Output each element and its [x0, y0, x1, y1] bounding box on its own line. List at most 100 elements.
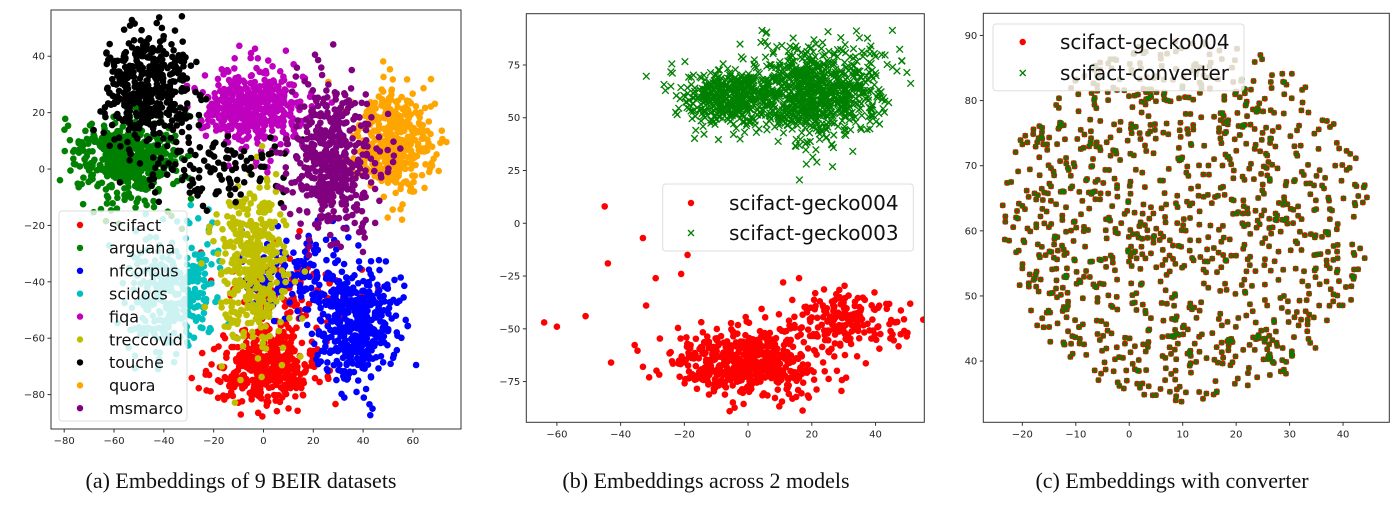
data-point — [340, 159, 348, 166]
data-point — [123, 191, 131, 199]
data-point — [253, 283, 261, 291]
panel-a: −80 −60 −40 −20 0 20 40 60−80−60−40−2002040scif… — [24, 9, 462, 447]
data-point — [693, 385, 701, 393]
data-point — [149, 154, 157, 161]
data-point — [642, 72, 651, 81]
data-point — [244, 302, 251, 309]
data-point — [428, 143, 436, 151]
data-point — [192, 151, 199, 159]
data-point — [383, 99, 390, 106]
data-point — [222, 250, 229, 257]
data-point — [61, 147, 69, 155]
data-point — [372, 105, 379, 112]
data-point — [806, 315, 814, 323]
data-point — [382, 105, 389, 112]
data-point — [828, 316, 835, 323]
data-point — [845, 292, 852, 299]
data-point — [224, 212, 231, 220]
data-point — [639, 234, 647, 242]
data-point — [428, 162, 436, 169]
data-point — [778, 376, 785, 383]
data-point — [239, 280, 247, 288]
data-point — [221, 165, 228, 172]
data-point — [835, 286, 843, 294]
data-point — [267, 338, 275, 346]
data-point — [297, 370, 304, 378]
data-point — [131, 125, 138, 132]
data-point — [300, 379, 308, 387]
data-point — [300, 274, 308, 281]
data-point — [294, 233, 302, 240]
data-point — [195, 174, 203, 181]
data-point — [343, 360, 351, 367]
data-point — [135, 98, 142, 106]
data-point — [347, 351, 354, 358]
legend-marker — [76, 244, 84, 252]
data-point — [285, 405, 292, 412]
data-point — [254, 129, 262, 137]
data-point — [232, 98, 239, 105]
y-tick-label: −60 — [24, 334, 45, 345]
data-point — [181, 156, 188, 164]
data-point — [352, 344, 360, 352]
data-point — [308, 107, 315, 115]
data-point — [360, 228, 367, 236]
data-point — [321, 348, 328, 355]
data-point — [831, 331, 839, 338]
data-point — [743, 363, 751, 370]
data-point — [322, 275, 330, 282]
data-point — [789, 343, 797, 351]
data-point — [147, 86, 155, 94]
data-point — [336, 129, 343, 136]
data-point — [240, 179, 248, 186]
data-point — [419, 132, 427, 140]
data-point — [244, 211, 251, 218]
data-point — [871, 289, 878, 296]
data-point — [810, 376, 818, 384]
data-point — [331, 259, 339, 267]
data-point — [281, 373, 288, 381]
data-point — [280, 76, 288, 84]
data-point — [811, 347, 819, 355]
data-point — [255, 299, 263, 306]
data-point — [744, 383, 751, 390]
data-point — [158, 104, 166, 111]
data-point — [221, 323, 229, 330]
data-point — [337, 340, 345, 348]
data-point — [341, 90, 348, 97]
legend-item-scidocs: scidocs — [76, 284, 168, 303]
data-point — [191, 264, 199, 272]
data-point — [281, 249, 289, 257]
data-point — [103, 60, 111, 68]
data-point — [227, 78, 234, 86]
data-point — [263, 100, 270, 107]
data-point — [104, 100, 112, 107]
data-point — [356, 307, 364, 314]
data-point — [130, 73, 138, 81]
legend-label: msmarco — [109, 399, 183, 418]
data-point — [331, 312, 339, 319]
data-point — [79, 147, 87, 154]
data-point — [806, 332, 814, 340]
data-point — [218, 304, 225, 311]
data-point — [377, 171, 385, 179]
data-point — [278, 294, 285, 301]
data-point — [198, 96, 205, 104]
data-point — [724, 375, 732, 383]
data-point — [604, 260, 612, 267]
data-point — [253, 135, 261, 143]
data-point — [232, 164, 240, 172]
data-point — [277, 89, 284, 96]
data-point — [772, 335, 779, 342]
data-point — [339, 354, 347, 362]
data-point — [411, 172, 419, 180]
data-point — [195, 384, 203, 392]
data-point — [74, 180, 82, 187]
data-point — [185, 134, 192, 141]
data-point — [847, 335, 854, 342]
data-point — [756, 327, 764, 335]
data-point — [339, 139, 346, 146]
data-point — [313, 134, 320, 142]
data-point — [371, 173, 379, 180]
y-tick-label: 40 — [32, 52, 45, 63]
